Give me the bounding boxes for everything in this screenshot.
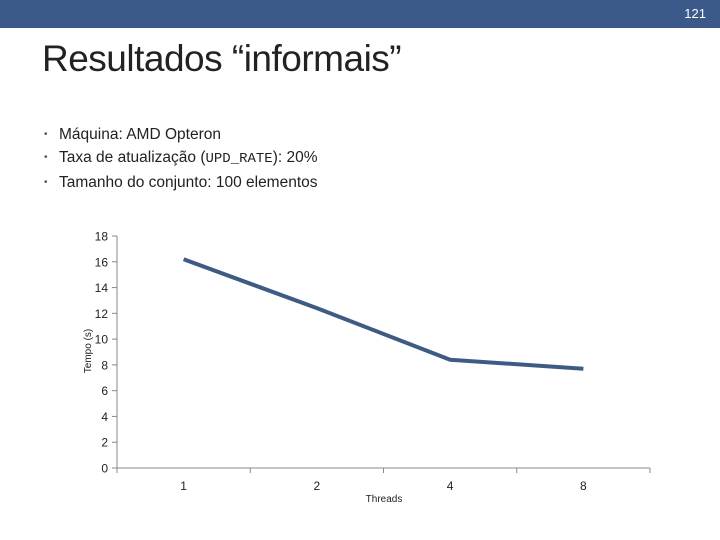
y-tick-label: 4 [101,410,108,424]
header-bar: 121 [0,0,720,28]
y-tick-label: 2 [101,436,108,450]
y-tick-label: 8 [101,358,108,372]
y-tick-label: 6 [101,384,108,398]
x-axis: 1 2 4 8 [116,467,651,493]
y-tick-label: 14 [95,281,109,295]
bullet-item: • Tamanho do conjunto: 100 elementos [42,171,318,194]
bullet-dot-icon: • [44,177,48,188]
x-tick-label: 2 [314,479,321,493]
x-tick-label: 8 [580,479,587,493]
bullet-list: • Máquina: AMD Opteron • Taxa de atualizaç… [42,123,318,194]
y-tick-label: 0 [101,462,108,476]
series-line [182,257,584,371]
bullet-dot-icon: • [44,152,48,163]
bullet-item: • Taxa de atualização (UPD_RATE): 20% [42,146,318,171]
x-tick-label: 1 [180,479,187,493]
bullet-text: ): 20% [272,149,318,166]
y-tick-label: 18 [95,230,109,244]
bullet-item: • Máquina: AMD Opteron [42,123,318,146]
bullet-text: Taxa de atualização ( [59,149,206,166]
y-tick-label: 16 [95,255,109,269]
bullet-code: UPD_RATE [205,151,273,167]
bullet-text: Máquina: AMD Opteron [59,126,221,143]
series-layer [182,257,584,371]
y-axis: 0 2 4 6 8 10 12 14 16 18 [95,230,118,476]
bullet-text: Tamanho do conjunto: 100 elementos [59,174,318,191]
slide-title: Resultados “informais” [42,38,402,79]
y-axis-label: Tempo (s) [83,329,94,373]
page-number: 121 [684,6,706,21]
bullet-dot-icon: • [44,129,48,140]
x-axis-label: Threads [366,494,403,505]
y-tick-label: 10 [95,333,109,347]
x-tick-label: 4 [447,479,454,493]
y-tick-label: 12 [95,307,109,321]
